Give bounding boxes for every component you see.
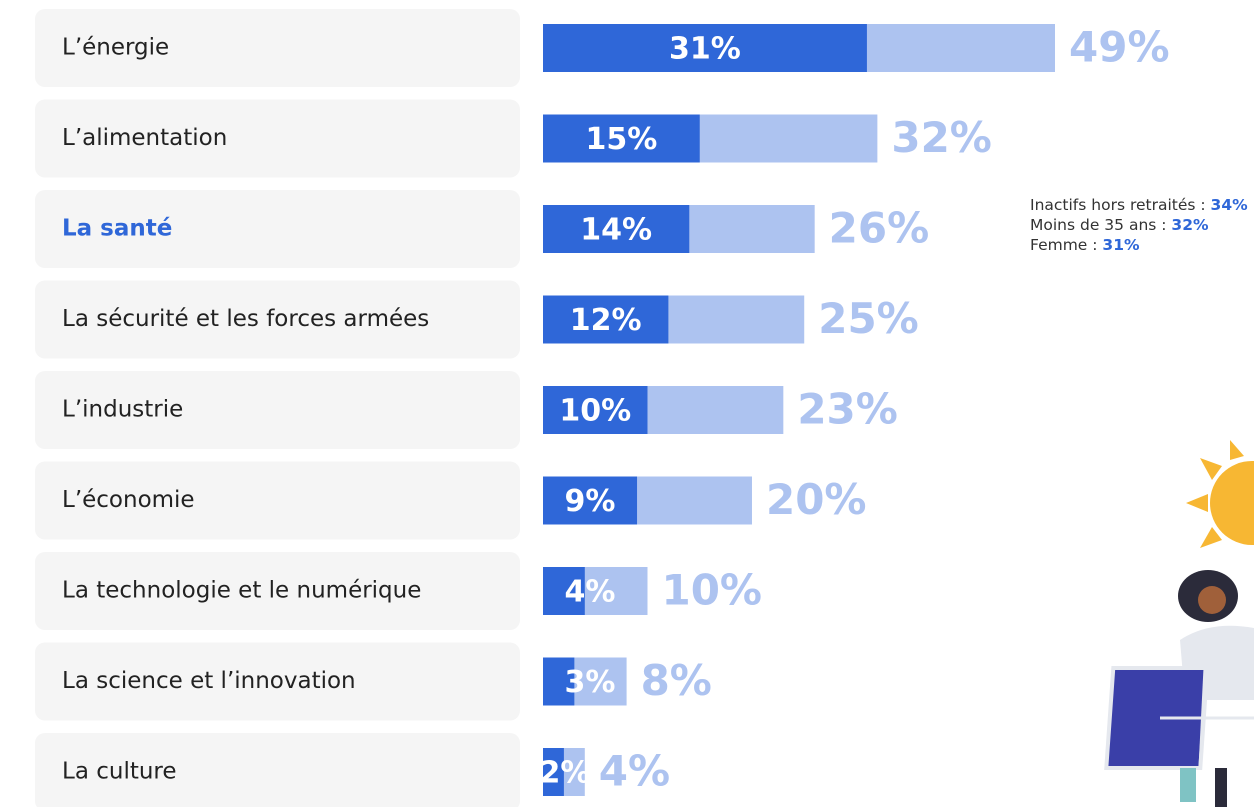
value-label-total: 4% (599, 747, 670, 796)
value-label-first: 4% (565, 575, 616, 610)
category-label: L’alimentation (62, 125, 227, 151)
value-label-first: 12% (570, 303, 642, 338)
annotation-value: 34% (1211, 196, 1249, 214)
annotation-label: Inactifs hors retraités : (1030, 196, 1211, 214)
value-label-total: 20% (766, 475, 867, 524)
value-label-first: 10% (559, 394, 631, 429)
value-label-total: 23% (797, 385, 898, 434)
value-label-first: 31% (669, 32, 741, 67)
category-label: La sécurité et les forces armées (62, 306, 429, 332)
annotation-value: 32% (1171, 216, 1209, 234)
annotation-label: Moins de 35 ans : (1030, 216, 1171, 234)
category-label: L’énergie (62, 35, 169, 61)
bar-first (543, 24, 867, 72)
value-label-total: 8% (641, 656, 712, 705)
annotation-value: 31% (1102, 236, 1140, 254)
category-box (35, 280, 520, 359)
category-label: La culture (62, 759, 177, 785)
bar-first (543, 205, 690, 253)
bar-first (543, 748, 564, 796)
illustration (1104, 440, 1254, 807)
category-box (35, 371, 520, 449)
bar-first (543, 476, 638, 525)
bar-first (543, 657, 575, 706)
value-label-total: 25% (818, 294, 919, 343)
bar-first (543, 295, 669, 344)
category-box (35, 552, 520, 630)
category-label: La technologie et le numérique (62, 578, 421, 604)
category-label: L’économie (62, 487, 195, 513)
category-box (35, 461, 520, 540)
category-label: L’industrie (62, 397, 183, 423)
annotation-text: Inactifs hors retraités : 34% Moins de 35… (1030, 196, 1248, 254)
bar-first (543, 567, 585, 615)
value-label-first: 9% (565, 484, 616, 519)
value-label-total: 49% (1069, 23, 1170, 72)
annotation-label: Femme : (1030, 236, 1102, 254)
category-label: La santé (62, 216, 172, 242)
category-box (35, 190, 520, 268)
category-box (35, 642, 520, 721)
category-box (35, 99, 520, 178)
value-label-first: 15% (585, 122, 657, 157)
category-box (35, 9, 520, 87)
annotation: Inactifs hors retraités : 34% Moins de 35… (1030, 196, 1248, 254)
bar-first (543, 114, 700, 163)
value-label-first: 2% (540, 756, 591, 791)
value-label-first: 3% (565, 665, 616, 700)
bar-first (543, 386, 648, 434)
category-label: La science et l’innovation (62, 668, 356, 694)
value-label-total: 32% (891, 113, 992, 162)
value-label-first: 14% (580, 213, 652, 248)
value-label-total: 26% (829, 204, 930, 253)
category-box (35, 733, 520, 807)
value-label-total: 10% (661, 566, 762, 615)
